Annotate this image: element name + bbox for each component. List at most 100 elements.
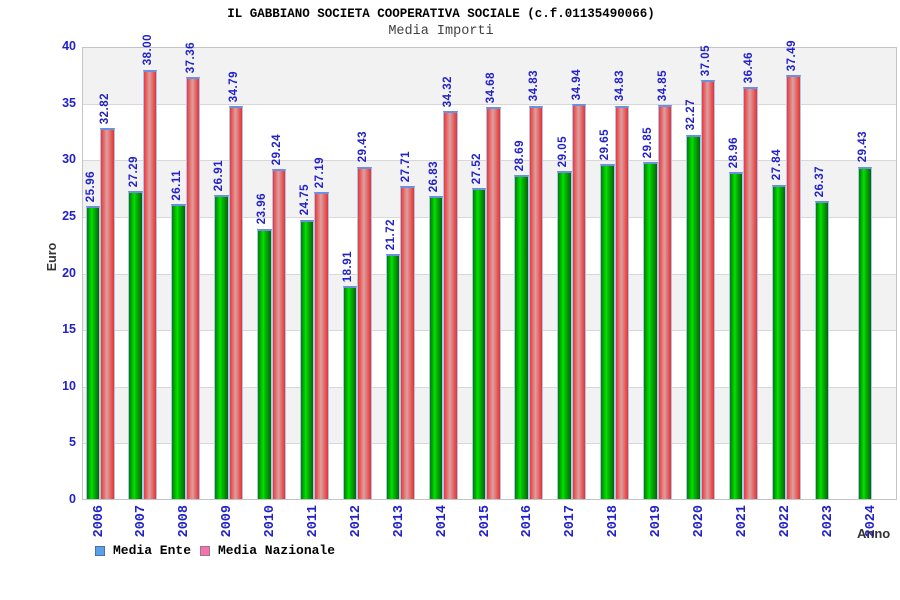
- value-label-2020-nazionale: 37.05: [699, 45, 712, 77]
- x-tick-2023: 2023: [820, 505, 836, 538]
- bar-media-ente-2007: [128, 190, 143, 500]
- x-tick-2019: 2019: [649, 505, 665, 538]
- x-tick-2015: 2015: [477, 505, 493, 538]
- y-tick-35: 35: [62, 95, 76, 110]
- value-label-2013-nazionale: 27.71: [399, 150, 412, 183]
- y-tick-10: 10: [62, 378, 76, 393]
- value-label-2012-nazionale: 29.43: [356, 131, 369, 163]
- value-label-2014-nazionale: 34.32: [442, 76, 455, 108]
- x-axis-title: Anno: [857, 526, 891, 541]
- value-label-2008-ente: 26.11: [170, 169, 183, 201]
- bar-media-nazionale-2014: [443, 111, 458, 500]
- chart-title: IL GABBIANO SOCIETA COOPERATIVA SOCIALE …: [227, 7, 655, 21]
- value-label-2007-nazionale: 38.00: [142, 34, 155, 66]
- bar-media-ente-2010: [257, 228, 272, 500]
- bar-media-nazionale-2013: [400, 186, 415, 500]
- bar-media-nazionale-2022: [786, 75, 801, 500]
- y-tick-5: 5: [69, 435, 76, 450]
- value-label-2009-ente: 26.91: [213, 159, 226, 192]
- value-label-2021-ente: 28.96: [728, 136, 741, 169]
- x-tick-2021: 2021: [734, 505, 750, 538]
- value-label-2012-ente: 18.91: [342, 250, 355, 282]
- bar-media-ente-2008: [171, 204, 186, 500]
- bar-media-ente-2015: [471, 188, 487, 500]
- bar-media-ente-2016: [514, 175, 529, 500]
- value-label-2021-nazionale: 36.46: [742, 51, 755, 84]
- value-label-2017-nazionale: 34.94: [571, 69, 584, 101]
- bar-media-nazionale-2021: [743, 87, 758, 500]
- media-nazionale-swatch-icon: [200, 545, 210, 556]
- media-ente-swatch-icon: [95, 545, 105, 556]
- value-label-2023-ente: 26.37: [813, 166, 826, 198]
- legend-item-media-ente: Media Ente: [95, 543, 191, 558]
- x-tick-2006: 2006: [91, 505, 107, 538]
- value-label-2009-nazionale: 34.79: [227, 70, 240, 103]
- x-tick-2010: 2010: [263, 505, 279, 538]
- y-tick-40: 40: [62, 39, 76, 53]
- value-label-2013-ente: 21.72: [385, 218, 397, 251]
- bar-media-ente-2009: [214, 195, 229, 500]
- value-label-2015-nazionale: 34.68: [485, 71, 498, 104]
- x-tick-2008: 2008: [177, 505, 193, 538]
- x-tick-2017: 2017: [563, 505, 579, 538]
- value-label-2019-ente: 29.85: [642, 126, 655, 158]
- bar-media-ente-2012: [342, 285, 358, 500]
- bar-media-nazionale-2018: [614, 105, 630, 500]
- bar-media-nazionale-2017: [571, 104, 587, 500]
- x-tick-2013: 2013: [391, 505, 407, 538]
- bar-media-ente-2021: [728, 172, 744, 500]
- value-label-2022-nazionale: 37.49: [785, 40, 798, 72]
- bar-media-ente-2023: [814, 201, 830, 500]
- y-axis-title: Euro: [45, 242, 59, 272]
- bar-media-nazionale-2012: [357, 166, 372, 500]
- value-label-2006-nazionale: 32.82: [99, 93, 112, 125]
- legend-label-media-ente: Media Ente: [113, 543, 192, 558]
- value-label-2010-ente: 23.96: [256, 193, 269, 225]
- bar-media-ente-2018: [600, 164, 615, 500]
- bar-media-ente-2020: [686, 134, 701, 500]
- bar-media-nazionale-2020: [700, 80, 716, 500]
- x-tick-2009: 2009: [220, 505, 236, 538]
- legend-label-media-nazionale: Media Nazionale: [218, 543, 336, 558]
- value-label-2018-ente: 29.65: [599, 128, 612, 161]
- value-label-2017-ente: 29.05: [556, 135, 569, 168]
- bar-media-nazionale-2008: [185, 76, 201, 500]
- x-tick-2016: 2016: [520, 505, 536, 538]
- bar-media-nazionale-2019: [657, 105, 673, 500]
- bar-media-ente-2014: [428, 196, 444, 500]
- bar-media-nazionale-2015: [486, 107, 501, 500]
- grid-band: [82, 47, 897, 104]
- value-label-2006-ente: 25.96: [84, 170, 97, 203]
- y-tick-0: 0: [69, 492, 76, 506]
- value-label-2016-ente: 28.69: [513, 139, 526, 172]
- x-tick-2007: 2007: [134, 505, 150, 538]
- value-label-2020-ente: 32.27: [685, 99, 698, 131]
- value-label-2008-nazionale: 37.36: [185, 41, 198, 73]
- value-label-2010-nazionale: 29.24: [270, 133, 283, 165]
- legend-item-media-nazionale: Media Nazionale: [200, 543, 335, 558]
- value-label-2014-ente: 26.83: [427, 160, 440, 193]
- chart-subtitle: Media Importi: [388, 24, 494, 39]
- value-label-2024-ente: 29.43: [856, 131, 869, 163]
- x-tick-2022: 2022: [777, 505, 793, 538]
- value-label-2011-ente: 24.75: [299, 184, 312, 216]
- x-tick-2014: 2014: [434, 505, 450, 538]
- bar-media-ente-2017: [557, 171, 572, 500]
- bar-media-ente-2022: [771, 184, 787, 500]
- bar-media-nazionale-2009: [228, 106, 244, 500]
- y-tick-15: 15: [62, 322, 76, 337]
- value-label-2019-nazionale: 34.85: [656, 70, 669, 102]
- bar-media-nazionale-2010: [271, 168, 287, 500]
- value-label-2015-ente: 27.52: [470, 153, 483, 185]
- value-label-2007-ente: 27.29: [127, 155, 140, 187]
- x-tick-2011: 2011: [305, 505, 321, 538]
- y-tick-30: 30: [62, 152, 76, 167]
- bar-media-nazionale-2011: [314, 192, 329, 500]
- bar-media-nazionale-2007: [142, 69, 158, 500]
- value-label-2018-nazionale: 34.83: [613, 70, 626, 102]
- bar-media-ente-2011: [299, 219, 315, 500]
- bar-media-nazionale-2016: [528, 105, 544, 500]
- value-label-2022-ente: 27.84: [771, 149, 784, 181]
- x-tick-2020: 2020: [692, 505, 708, 538]
